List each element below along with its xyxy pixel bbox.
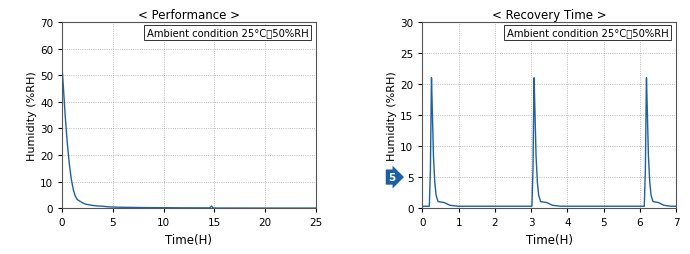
X-axis label: Time(H): Time(H)	[526, 233, 573, 246]
Text: Ambient condition 25°C：50%RH: Ambient condition 25°C：50%RH	[146, 28, 308, 38]
X-axis label: Time(H): Time(H)	[166, 233, 213, 246]
Text: Ambient condition 25°C：50%RH: Ambient condition 25°C：50%RH	[507, 28, 669, 38]
Y-axis label: Humidity (%RH): Humidity (%RH)	[387, 71, 397, 160]
Text: 5: 5	[388, 172, 395, 182]
Title: < Performance >: < Performance >	[138, 9, 240, 22]
Y-axis label: Humidity (%RH): Humidity (%RH)	[27, 71, 37, 160]
Title: < Recovery Time >: < Recovery Time >	[492, 9, 607, 22]
